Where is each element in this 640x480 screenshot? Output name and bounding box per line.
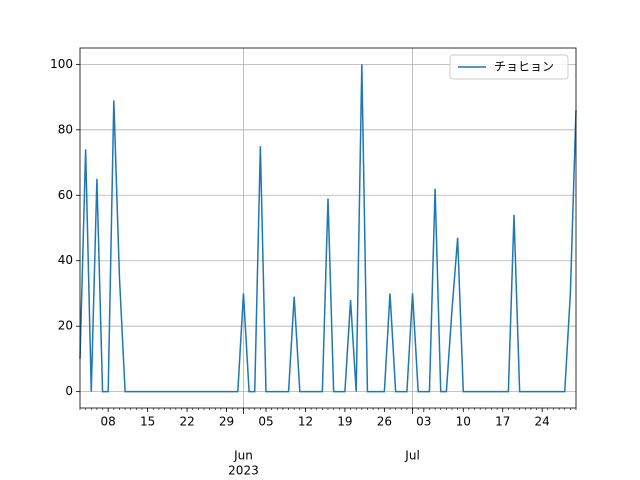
legend-box	[449, 54, 569, 80]
x-tick-label: 10	[456, 415, 471, 429]
x-tick-label: 17	[495, 415, 510, 429]
x-tick-label: Jun	[233, 449, 253, 463]
y-tick-label: 80	[58, 122, 73, 136]
x-tick-label: 15	[140, 415, 155, 429]
x-tick-label: 05	[258, 415, 273, 429]
x-tick-label: Jul	[404, 449, 419, 463]
y-tick-label: 20	[58, 319, 73, 333]
legend-label: チョヒョン	[494, 60, 554, 74]
y-tick-label: 40	[58, 253, 73, 267]
x-tick-label: 12	[298, 415, 313, 429]
data-line	[79, 64, 577, 393]
x-tick-label: 29	[219, 415, 234, 429]
x-tick-label: 24	[535, 415, 550, 429]
axes-frame	[79, 47, 577, 409]
y-tick-label: 60	[58, 188, 73, 202]
x-tick-label: 08	[101, 415, 116, 429]
x-tick-label: 03	[416, 415, 431, 429]
x-tick-sublabel: 2023	[228, 464, 259, 478]
y-tick-label: 0	[65, 384, 73, 398]
x-tick-label: 22	[179, 415, 194, 429]
y-tick-label: 100	[50, 57, 73, 71]
x-tick-label: 26	[377, 415, 392, 429]
x-tick-label: 19	[337, 415, 352, 429]
